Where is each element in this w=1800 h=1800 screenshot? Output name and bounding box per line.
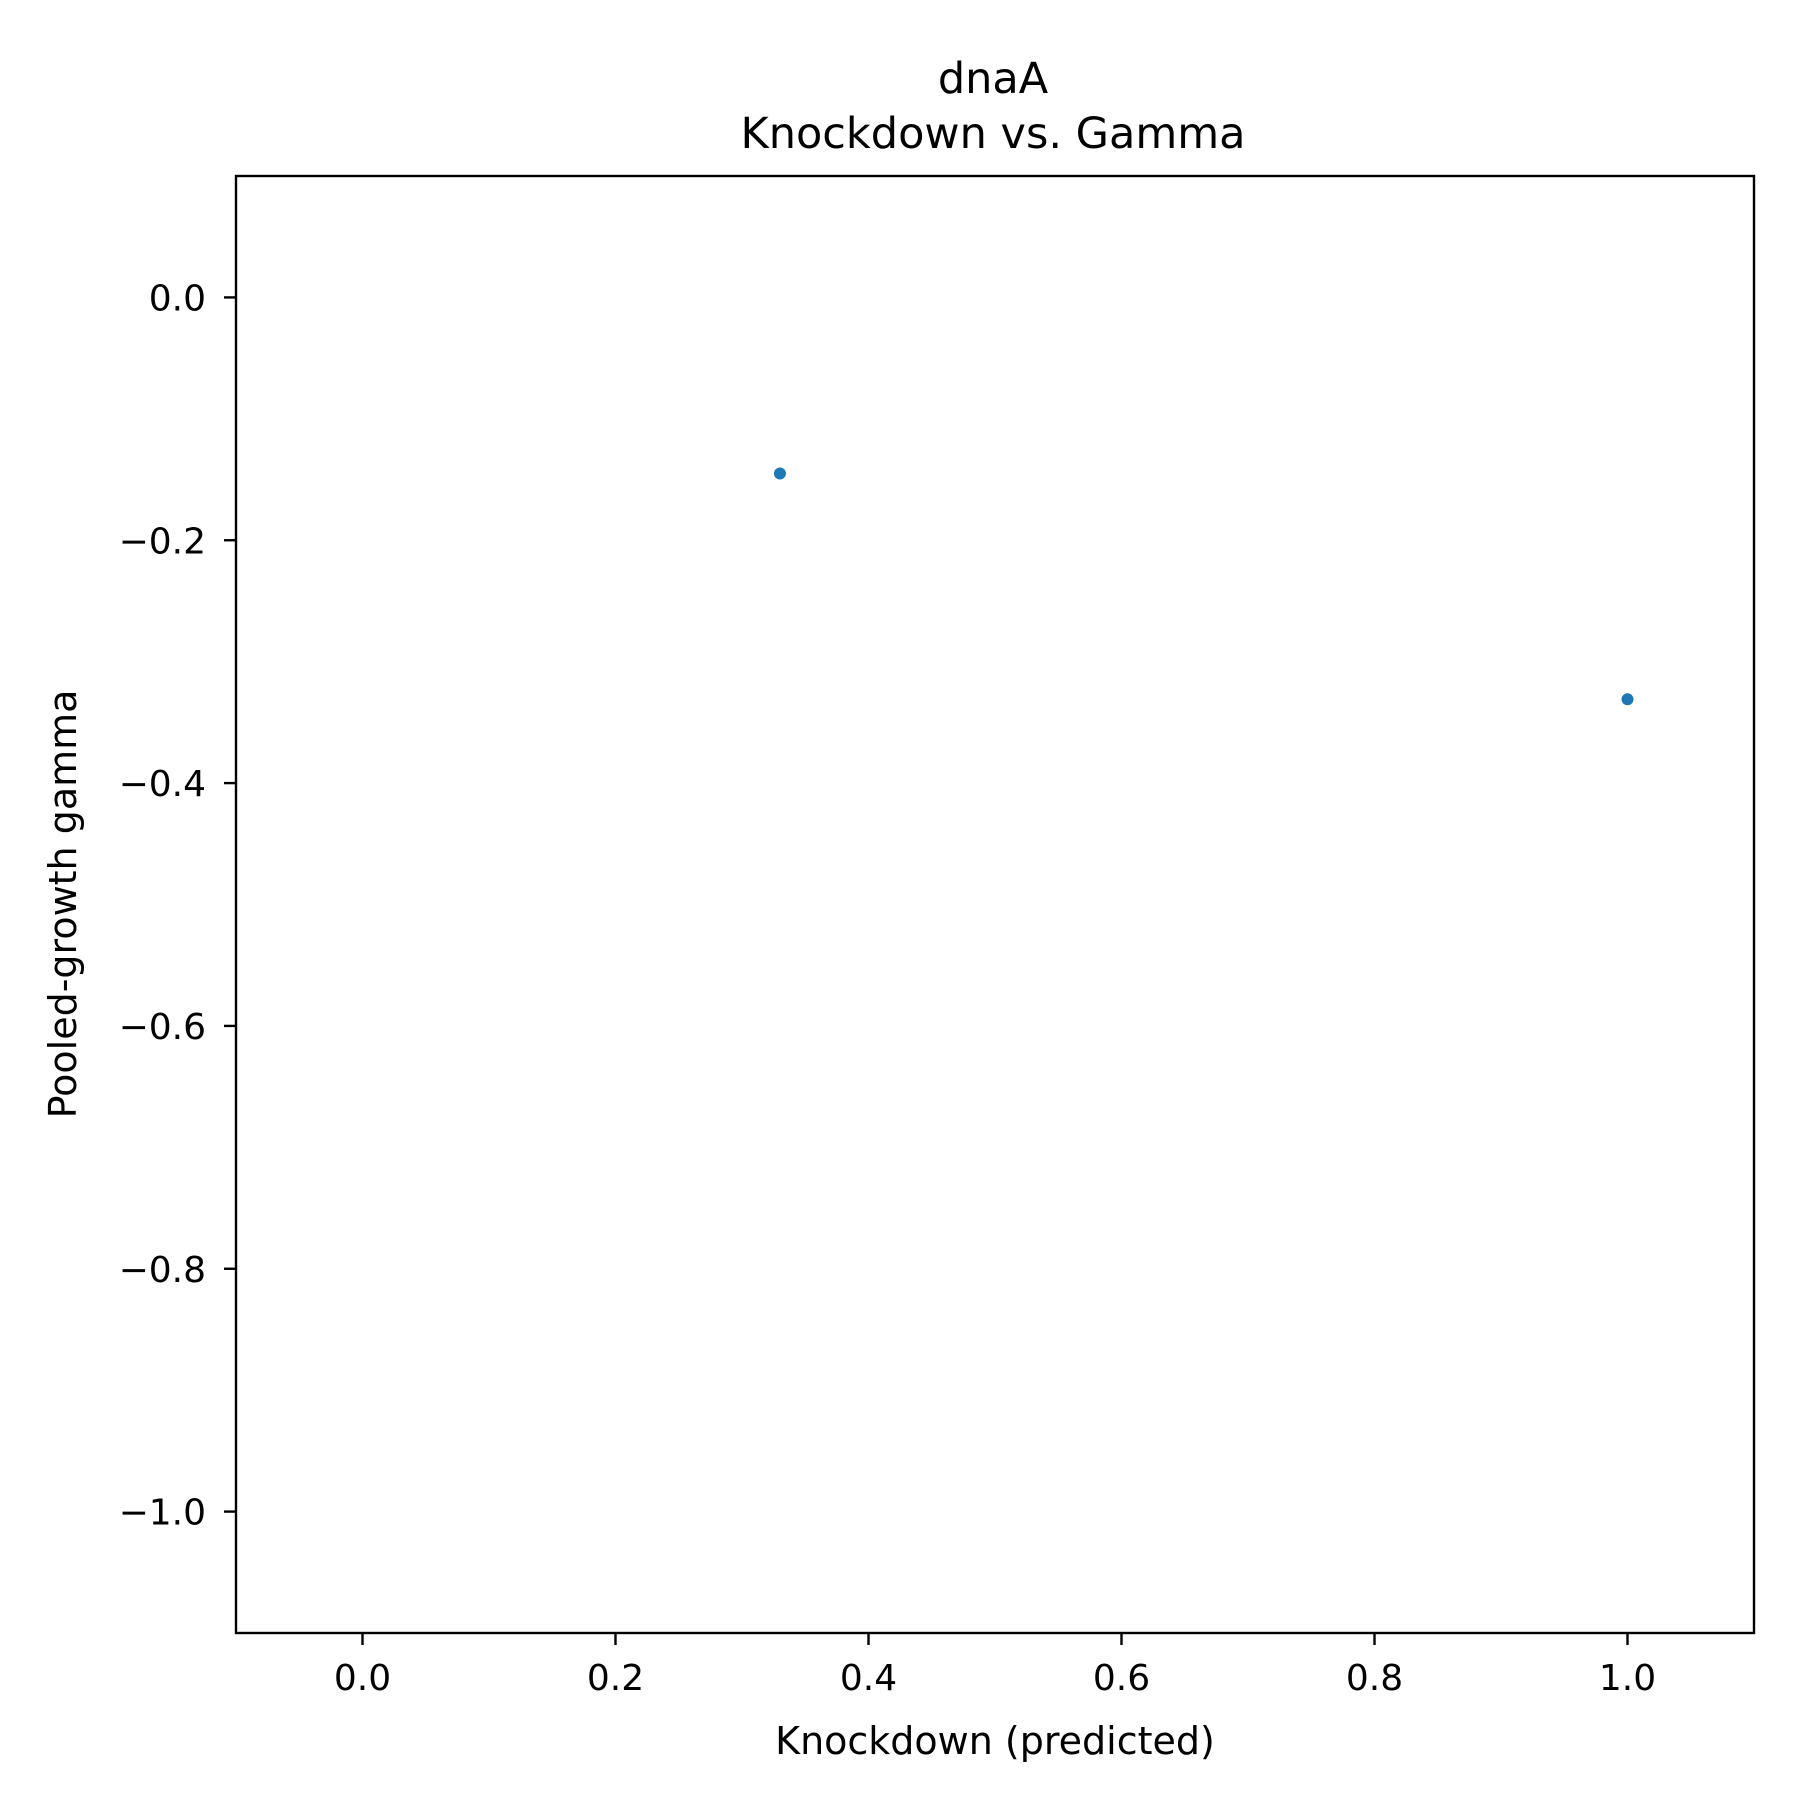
y-tick-label: −1.0 <box>119 1493 206 1534</box>
y-tick-label: −0.2 <box>119 521 206 562</box>
data-point <box>774 467 786 479</box>
data-point <box>1622 693 1634 705</box>
x-tick-label: 0.6 <box>1093 1658 1150 1699</box>
chart-title: dnaA <box>938 54 1049 104</box>
y-tick-label: 0.0 <box>149 278 206 319</box>
x-tick-label: 0.2 <box>587 1658 644 1699</box>
y-tick-label: −0.4 <box>119 764 206 805</box>
x-tick-label: 0.0 <box>334 1658 391 1699</box>
x-tick-label: 1.0 <box>1599 1658 1656 1699</box>
chart-subtitle: Knockdown vs. Gamma <box>741 109 1246 159</box>
x-tick-label: 0.8 <box>1346 1658 1403 1699</box>
y-axis-label: Pooled-growth gamma <box>41 690 85 1119</box>
x-axis-label: Knockdown (predicted) <box>775 1719 1215 1763</box>
x-tick-label: 0.4 <box>840 1658 897 1699</box>
y-tick-label: −0.8 <box>119 1250 206 1291</box>
y-tick-label: −0.6 <box>119 1007 206 1048</box>
